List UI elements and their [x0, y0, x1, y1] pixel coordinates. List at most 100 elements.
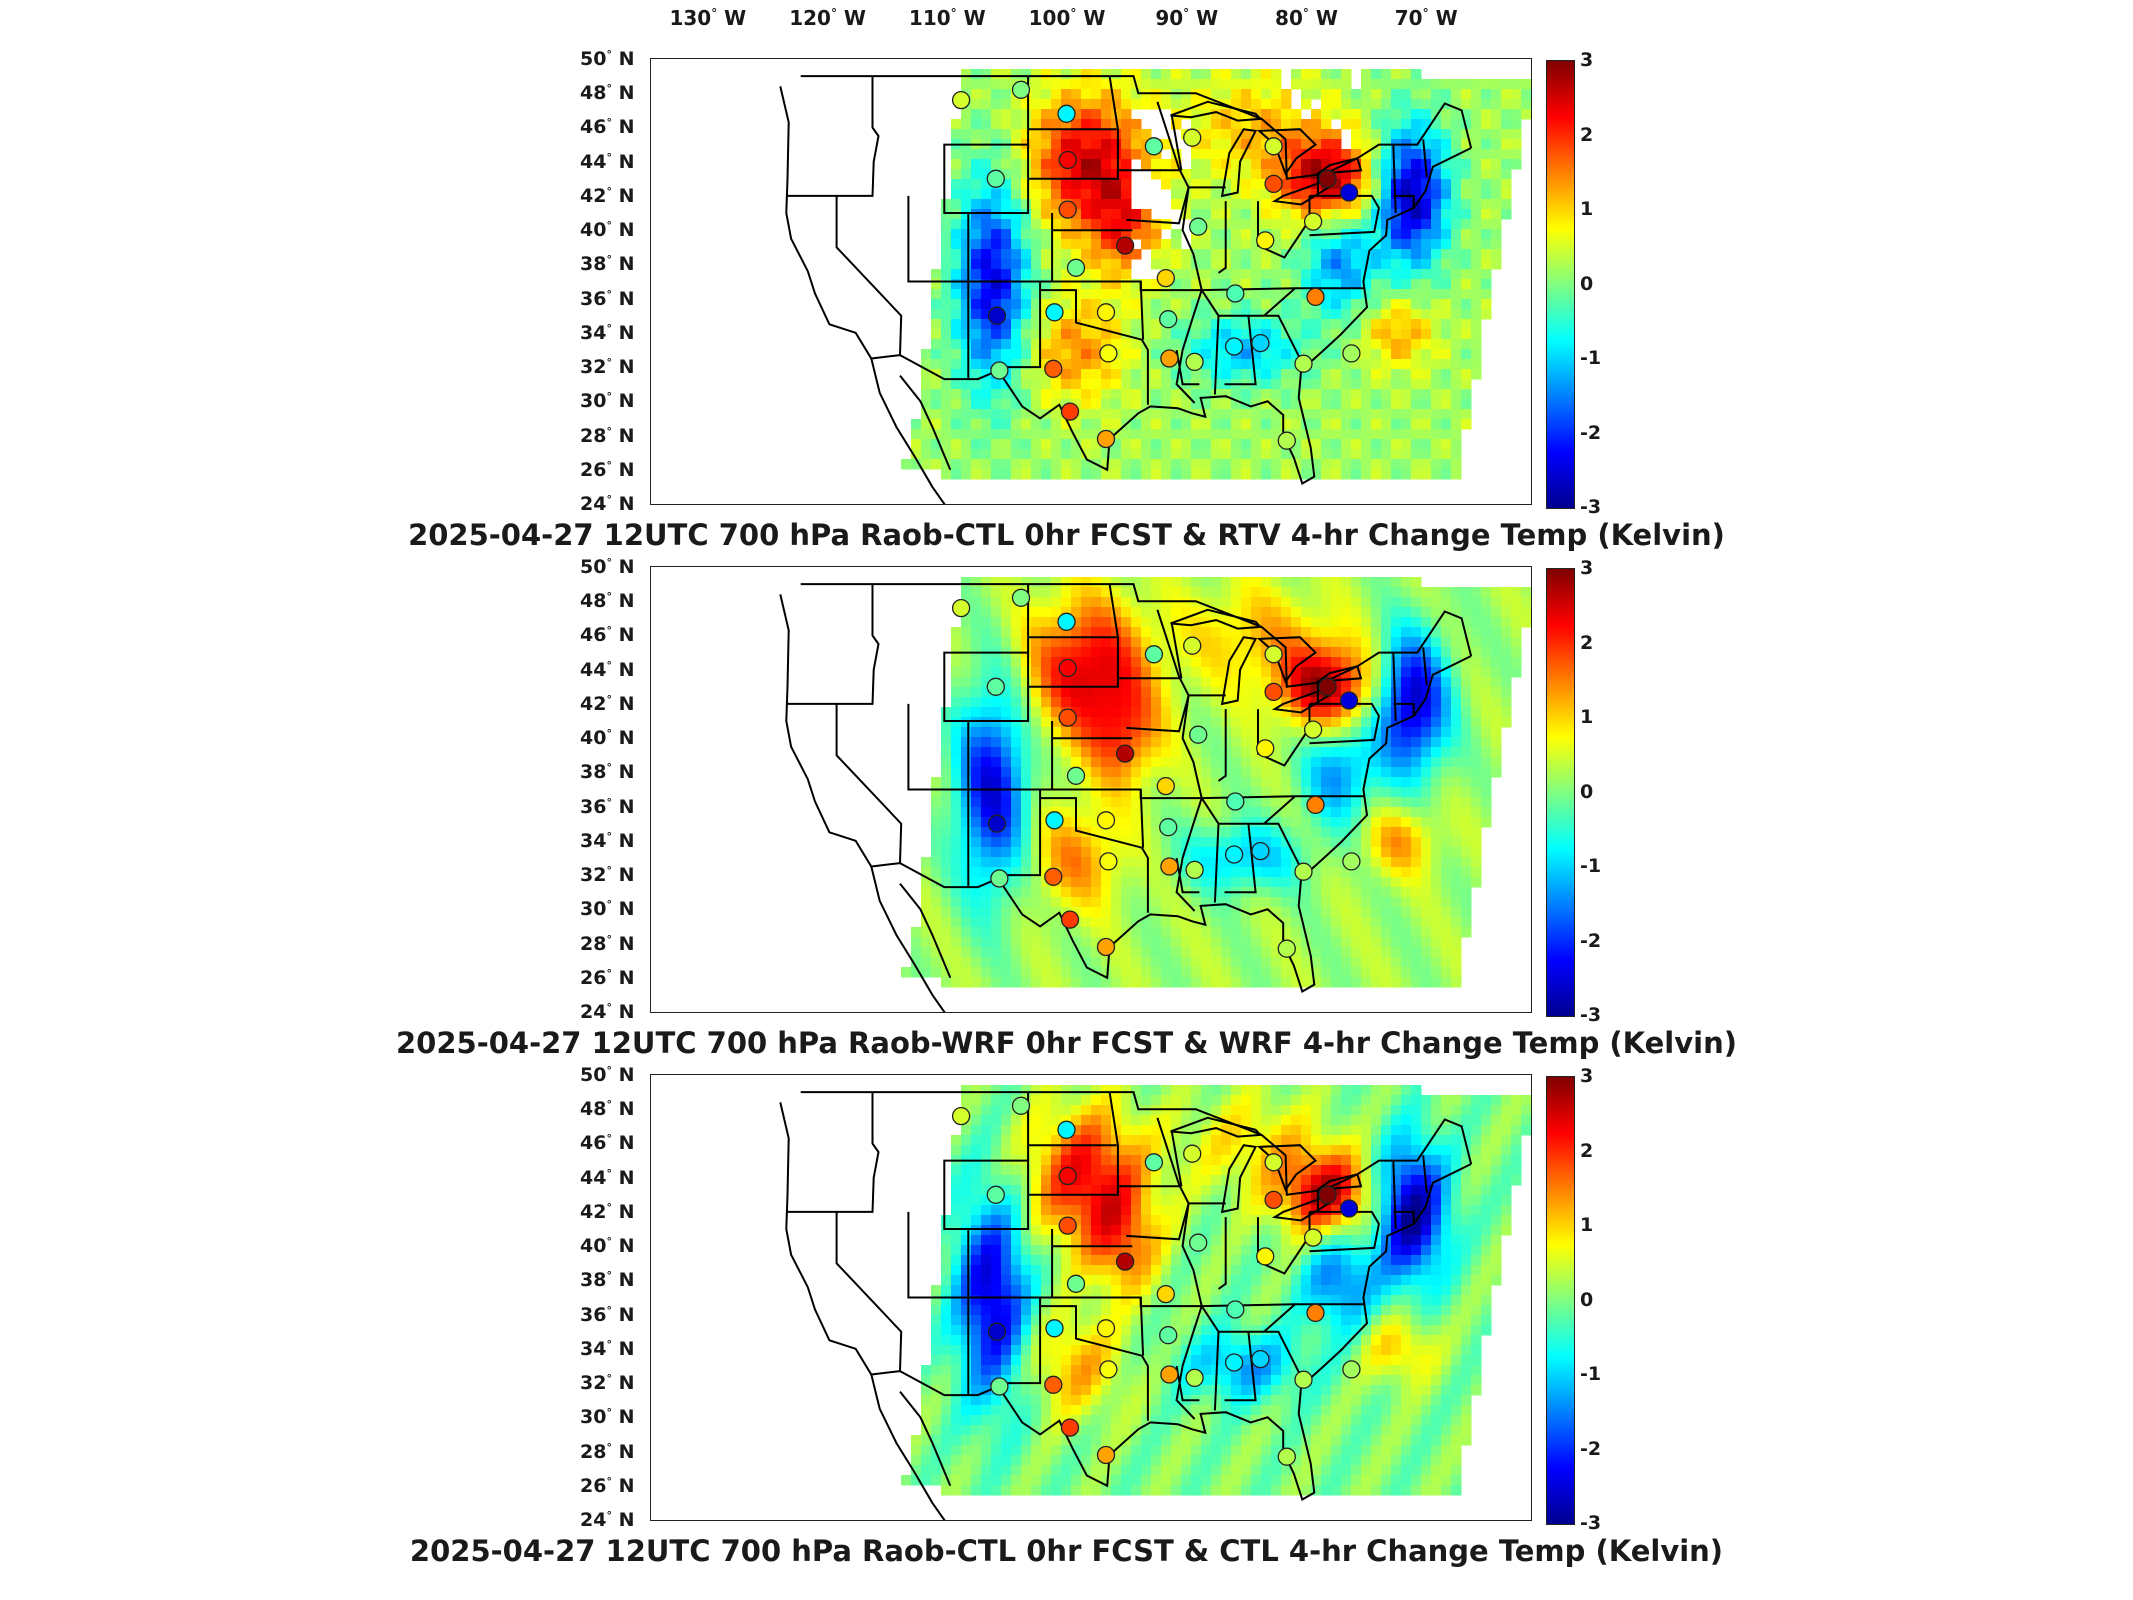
colorbar-tick-label: 0	[1580, 780, 1594, 803]
latitude-tick-label: 48° N	[580, 1098, 635, 1121]
raob-station-marker	[1251, 841, 1270, 861]
raob-station-marker	[1303, 212, 1323, 231]
colorbar-tick-label: 0	[1580, 272, 1594, 295]
latitude-tick-label: 42° N	[580, 184, 635, 208]
raob-station-marker	[1277, 939, 1296, 958]
raob-station-marker	[1294, 1370, 1313, 1389]
raob-station-marker	[1096, 937, 1116, 957]
raob-station-marker	[987, 306, 1007, 325]
longitude-tick-label: 130° W	[669, 6, 747, 30]
latitude-tick-label: 32° N	[580, 355, 635, 379]
raob-station-marker	[951, 90, 971, 110]
raob-station-marker	[987, 1322, 1007, 1341]
raob-station-marker	[1045, 1319, 1064, 1338]
panel-title: 2025-04-27 12UTC 700 hPa Raob-CTL 0hr FC…	[409, 1534, 1724, 1568]
raob-station-marker	[951, 598, 971, 618]
colorbar-tick-label: -1	[1580, 855, 1602, 877]
raob-station-marker	[1060, 402, 1080, 421]
raob-station-marker	[1011, 588, 1031, 607]
raob-station-marker	[990, 1377, 1009, 1396]
raob-station-marker	[1264, 645, 1283, 664]
raob-station-marker	[1156, 268, 1175, 288]
latitude-tick-label: 42° N	[580, 692, 635, 716]
raob-station-marker	[986, 677, 1005, 696]
raob-station-marker	[1099, 852, 1118, 871]
latitude-tick-label: 50° N	[580, 1063, 635, 1087]
latitude-tick-label: 34° N	[580, 1337, 635, 1361]
raob-station-marker	[1115, 744, 1135, 763]
colorbar-tick-label: 1	[1580, 198, 1594, 220]
latitude-tick-label: 28° N	[580, 932, 635, 955]
raob-station-marker	[1060, 910, 1080, 929]
colorbar-tick-label: 3	[1580, 49, 1594, 71]
raob-station-marker	[1185, 860, 1204, 880]
raob-stations	[951, 80, 1361, 450]
raob-station-marker	[1183, 128, 1202, 147]
latitude-tick-label: 44° N	[580, 658, 635, 681]
raob-station-marker	[1058, 708, 1077, 727]
temperature-field-map	[779, 1085, 1531, 1520]
raob-station-marker	[1057, 1120, 1076, 1139]
longitude-tick-label: 90° W	[1155, 6, 1219, 30]
raob-station-marker	[1342, 344, 1361, 363]
latitude-tick-label: 44° N	[580, 150, 635, 173]
latitude-tick-label: 34° N	[580, 829, 635, 853]
raob-station-marker	[1226, 1300, 1245, 1319]
colorbar-tick-label: -3	[1580, 1004, 1602, 1026]
temperature-change-field	[901, 1085, 1531, 1496]
raob-station-marker	[1159, 310, 1178, 329]
raob-station-marker	[1264, 137, 1283, 156]
raob-station-marker	[1156, 1284, 1175, 1304]
raob-station-marker	[1303, 1228, 1323, 1247]
raob-station-marker	[1264, 1190, 1283, 1210]
latitude-tick-label: 24° N	[580, 492, 635, 516]
raob-station-marker	[1264, 1153, 1283, 1172]
raob-station-marker	[1256, 231, 1275, 250]
raob-station-marker	[1099, 344, 1118, 363]
latitude-tick-label: 50° N	[580, 555, 635, 579]
latitude-tick-label: 32° N	[580, 863, 635, 887]
raob-station-marker	[986, 169, 1005, 188]
colorbar	[1546, 568, 1575, 1017]
colorbar-tick-label: 1	[1580, 1214, 1594, 1236]
longitude-tick-label: 110° W	[908, 6, 986, 30]
raob-station-marker	[1251, 1349, 1270, 1369]
raob-station-marker	[1189, 217, 1208, 236]
raob-station-marker	[990, 869, 1009, 888]
raob-station-marker	[1224, 337, 1244, 356]
raob-station-marker	[1096, 429, 1116, 449]
raob-station-marker	[1066, 766, 1086, 785]
colorbar-tick-label: -2	[1580, 1437, 1602, 1460]
longitude-tick-label: 80° W	[1275, 6, 1338, 30]
latitude-tick-label: 26° N	[580, 966, 635, 989]
colorbar-tick-label: 3	[1580, 1065, 1594, 1087]
raob-station-marker	[1144, 137, 1164, 156]
raob-station-marker	[986, 1185, 1005, 1204]
longitude-axis: 130° W 120° W 110° W 100° W 90° W 80° W 70° W	[0, 6, 2133, 36]
latitude-tick-label: 24° N	[580, 1000, 635, 1024]
latitude-tick-label: 36° N	[580, 287, 635, 310]
raob-station-marker	[1318, 677, 1337, 696]
latitude-tick-label: 38° N	[580, 1269, 635, 1292]
latitude-tick-label: 48° N	[580, 590, 635, 613]
raob-station-marker	[1096, 811, 1116, 830]
raob-station-marker	[1058, 1216, 1077, 1235]
latitude-tick-label: 50° N	[580, 47, 635, 71]
raob-station-marker	[1185, 1368, 1204, 1388]
raob-station-marker	[1303, 720, 1323, 739]
raob-station-marker	[1318, 169, 1337, 188]
latitude-tick-label: 46° N	[580, 116, 635, 139]
raob-station-marker	[1277, 1447, 1296, 1466]
raob-station-marker	[1226, 284, 1245, 303]
latitude-tick-label: 30° N	[580, 390, 635, 413]
raob-station-marker	[1066, 258, 1086, 277]
raob-station-marker	[1115, 236, 1135, 255]
raob-station-marker	[1224, 845, 1244, 864]
raob-station-marker	[1044, 359, 1063, 378]
raob-station-marker	[1144, 645, 1164, 664]
raob-station-marker	[1342, 852, 1361, 871]
latitude-tick-label: 48° N	[580, 82, 635, 105]
raob-station-marker	[1160, 1365, 1179, 1384]
raob-station-marker	[1045, 303, 1064, 322]
colorbar-tick-label: 3	[1580, 557, 1594, 579]
